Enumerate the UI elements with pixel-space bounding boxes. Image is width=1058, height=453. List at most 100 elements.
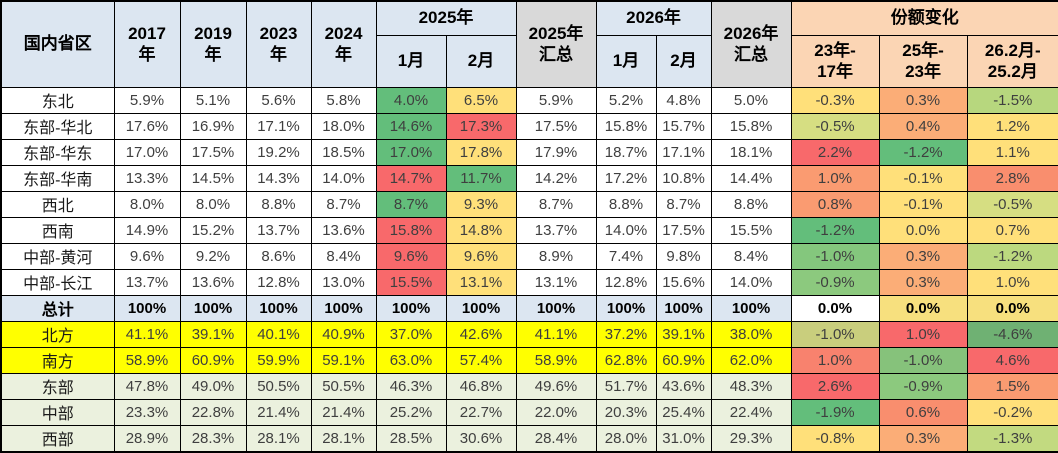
header-group-row: 国内省区 2017 年 2019 年 2023 年 2024 年 2025年 2… [0,0,1058,88]
col-header-2017-line2: 年 [138,45,156,65]
table-body: 东北 5.9% 5.1% 5.6% 5.8% 4.0% 6.5% 5.9% 5.2% 4.8% 5.… [0,86,1058,452]
value-cell: 100% [113,294,181,322]
value-cell: 46.8% [445,372,517,400]
value-cell: 28.3% [179,424,247,452]
value-cell: 14.0% [710,268,792,296]
value-cell: 18.5% [310,138,377,166]
col-header-2026-feb: 2月 [655,34,712,88]
col-header-change-23-17-line2: 17年 [817,62,853,81]
value-cell: 29.3% [710,424,792,452]
value-cell: 8.9% [515,242,597,270]
col-header-2026-sum-line2: 汇总 [734,45,769,65]
value-cell: 9.2% [179,242,247,270]
row-label: 北方 [0,320,115,348]
value-cell: 14.4% [710,164,792,192]
value-cell: 37.2% [595,320,657,348]
value-cell: -0.9% [790,268,880,296]
col-header-change-25-23: 25年- 23年 [878,34,968,88]
value-cell: 100% [595,294,657,322]
value-cell: 22.4% [710,398,792,426]
col-header-2019-line2: 年 [204,45,222,65]
value-cell: 17.1% [245,112,312,140]
col-header-2025-jan: 1月 [375,34,447,88]
value-cell: 1.2% [966,112,1058,140]
value-cell: 100% [310,294,377,322]
value-cell: 0.7% [966,216,1058,244]
value-cell: -4.6% [966,320,1058,348]
table-row: 中部-长江 13.7% 13.6% 12.8% 13.0% 15.5% 13.1% 13.1%… [0,268,1058,296]
value-cell: 0.8% [790,190,880,218]
col-header-region: 国内省区 [0,0,115,88]
table-row: 西北 8.0% 8.0% 8.8% 8.7% 8.7% 9.3% 8.7% 8.8% 8.7% 8.… [0,190,1058,218]
table-row: 东部-华北 17.6% 16.9% 17.1% 18.0% 14.6% 17.3% 17.5%… [0,112,1058,140]
value-cell: 51.7% [595,372,657,400]
value-cell: 9.6% [375,242,447,270]
value-cell: -0.1% [878,190,968,218]
value-cell: 28.5% [375,424,447,452]
value-cell: 2.8% [966,164,1058,192]
value-cell: 15.2% [179,216,247,244]
value-cell: 58.9% [515,346,597,374]
value-cell: 0.0% [878,216,968,244]
value-cell: 20.3% [595,398,657,426]
value-cell: 8.7% [375,190,447,218]
value-cell: 8.0% [113,190,181,218]
row-label: 西部 [0,424,115,452]
value-cell: 12.8% [245,268,312,296]
value-cell: 13.1% [515,268,597,296]
col-header-change-25-23-line1: 25年- [902,40,944,60]
value-cell: 62.0% [710,346,792,374]
value-cell: 9.6% [113,242,181,270]
value-cell: 17.0% [375,138,447,166]
value-cell: 8.7% [655,190,712,218]
col-header-2024: 2024 年 [310,0,377,88]
value-cell: 13.7% [113,268,181,296]
value-cell: 25.4% [655,398,712,426]
value-cell: 6.5% [445,86,517,114]
col-header-2023: 2023 年 [245,0,312,88]
value-cell: 50.5% [245,372,312,400]
value-cell: 1.5% [966,372,1058,400]
row-label: 中部 [0,398,115,426]
value-cell: 48.3% [710,372,792,400]
col-header-2024-line1: 2024 [324,24,363,43]
value-cell: 30.6% [445,424,517,452]
value-cell: 18.1% [710,138,792,166]
col-header-2024-line2: 年 [335,45,352,65]
value-cell: 17.8% [445,138,517,166]
value-cell: 17.5% [179,138,247,166]
value-cell: 22.7% [445,398,517,426]
value-cell: -1.0% [878,346,968,374]
value-cell: 8.7% [515,190,597,218]
value-cell: 100% [375,294,447,322]
value-cell: 28.1% [245,424,312,452]
value-cell: -1.9% [790,398,880,426]
value-cell: 13.7% [245,216,312,244]
value-cell: 8.0% [179,190,247,218]
value-cell: 100% [655,294,712,322]
value-cell: 40.1% [245,320,312,348]
table-row: 东部-华东 17.0% 17.5% 19.2% 18.5% 17.0% 17.8% 17.9%… [0,138,1058,166]
value-cell: 12.8% [595,268,657,296]
value-cell: 49.6% [515,372,597,400]
value-cell: -1.2% [878,138,968,166]
value-cell: 17.5% [515,112,597,140]
table-row: 西南 14.9% 15.2% 13.7% 13.6% 15.8% 14.8% 13.7% 14.… [0,216,1058,244]
value-cell: 8.6% [245,242,312,270]
value-cell: 38.0% [710,320,792,348]
value-cell: 18.0% [310,112,377,140]
value-cell: 14.0% [595,216,657,244]
value-cell: 11.7% [445,164,517,192]
col-group-2026: 2026年 [595,0,712,36]
row-label: 东北 [0,86,115,114]
header-sub-row: 1月 2月 1月 2月 23年- 17年 25年- 23年 26.2月- 25.… [1,34,1058,88]
value-cell: 21.4% [245,398,312,426]
value-cell: 17.9% [515,138,597,166]
value-cell: 8.4% [310,242,377,270]
value-cell: 50.5% [310,372,377,400]
value-cell: 40.9% [310,320,377,348]
table-row: 南方 58.9% 60.9% 59.9% 59.1% 63.0% 57.4% 58.9% 62.… [0,346,1058,374]
value-cell: 5.6% [245,86,312,114]
value-cell: 5.2% [595,86,657,114]
